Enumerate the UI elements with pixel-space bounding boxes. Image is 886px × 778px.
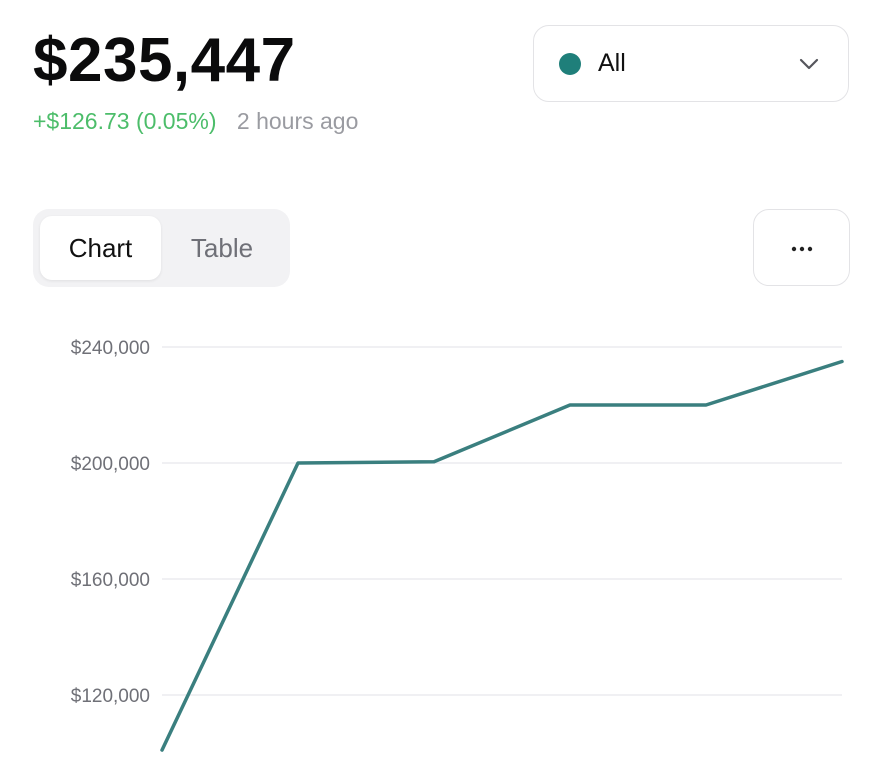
balance-change-row: +$126.73 (0.05%) 2 hours ago — [33, 106, 358, 136]
filter-label: All — [598, 49, 626, 77]
series-line — [160, 359, 844, 752]
more-horizontal-icon — [790, 239, 814, 257]
last-updated: 2 hours ago — [236, 108, 359, 134]
chevron-down-icon — [796, 51, 822, 77]
y-tick-label: $200,000 — [71, 454, 150, 475]
y-tick-label: $160,000 — [71, 570, 150, 591]
y-tick-label: $240,000 — [71, 338, 150, 359]
account-filter-dropdown[interactable]: All — [533, 25, 849, 102]
tab-table[interactable]: Table — [190, 232, 254, 263]
tab-chart[interactable]: Chart — [40, 216, 161, 280]
portfolio-balance: $235,447 — [33, 26, 296, 95]
filter-color-dot — [559, 52, 581, 75]
view-toggle: Chart Table — [33, 209, 290, 287]
more-options-button[interactable] — [753, 209, 850, 286]
balance-change: +$126.73 (0.05%) — [33, 108, 217, 134]
y-tick-label: $120,000 — [71, 686, 150, 707]
